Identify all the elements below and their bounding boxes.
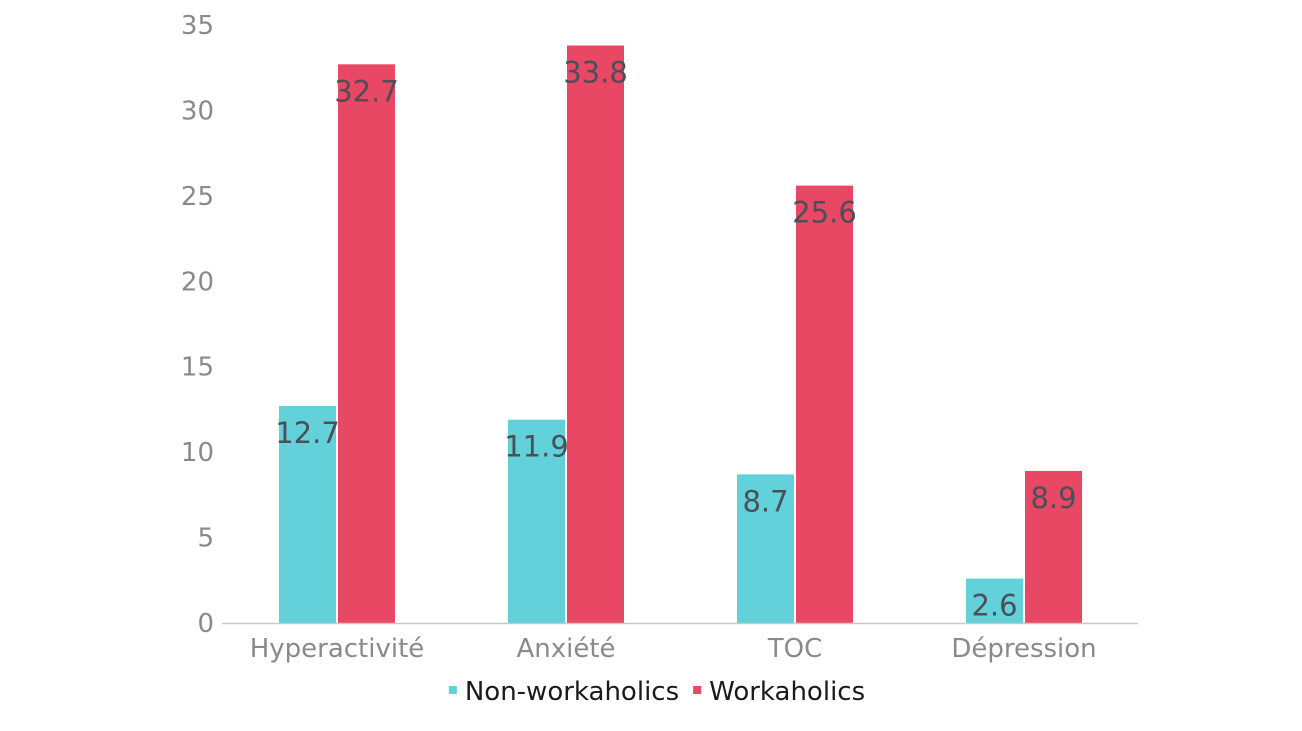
bar-workaholics-0[interactable] (338, 64, 395, 624)
legend-label: Workaholics (709, 677, 865, 707)
data-label-workaholics-3: 8.9 (1030, 481, 1076, 515)
y-tick-label-15: 15 (181, 353, 214, 383)
legend-swatch (693, 686, 702, 694)
y-axis-ticks: 0 5 10 15 20 25 30 35 (181, 11, 214, 639)
bar-non-workaholics-3[interactable] (966, 578, 1023, 623)
bar-workaholics-2[interactable] (796, 185, 853, 623)
data-label-non-workaholics-2: 8.7 (742, 484, 788, 518)
bar-workaholics-3[interactable] (1025, 470, 1082, 623)
y-tick-label-0: 0 (197, 609, 214, 639)
y-tick-label-35: 35 (181, 11, 214, 41)
data-label-non-workaholics-3: 2.6 (971, 589, 1017, 623)
bar-non-workaholics-1[interactable] (508, 419, 565, 623)
category-label-3: Dépression (951, 634, 1096, 664)
category-labels: Hyperactivité Anxiété TOC Dépression (250, 634, 1097, 664)
y-tick-label-5: 5 (197, 524, 214, 554)
data-label-non-workaholics-1: 11.9 (504, 430, 569, 464)
legend-label: Non-workaholics (465, 677, 679, 707)
y-tick-label-30: 30 (181, 96, 214, 126)
legend: Non-workaholics Workaholics (448, 677, 865, 707)
data-labels: 12.7 32.7 11.9 33.8 8.7 25.6 2.6 8.9 (275, 56, 1076, 623)
data-label-workaholics-2: 25.6 (792, 196, 857, 230)
y-tick-label-10: 10 (181, 438, 214, 468)
legend-item-workaholics[interactable]: Workaholics (693, 677, 865, 707)
legend-item-non-workaholics[interactable]: Non-workaholics (448, 677, 679, 707)
data-label-workaholics-1: 33.8 (563, 56, 628, 90)
y-tick-label-25: 25 (181, 182, 214, 212)
legend-swatch (448, 686, 457, 694)
bar-group (279, 45, 1082, 624)
bar-non-workaholics-2[interactable] (737, 474, 794, 623)
category-label-0: Hyperactivité (250, 634, 425, 664)
bar-non-workaholics-0[interactable] (279, 406, 336, 623)
category-label-2: TOC (767, 634, 823, 664)
category-label-1: Anxiété (516, 634, 615, 664)
y-tick-label-20: 20 (181, 267, 214, 297)
bar-workaholics-1[interactable] (567, 45, 624, 623)
data-label-workaholics-0: 32.7 (334, 74, 399, 108)
data-label-non-workaholics-0: 12.7 (275, 416, 340, 450)
